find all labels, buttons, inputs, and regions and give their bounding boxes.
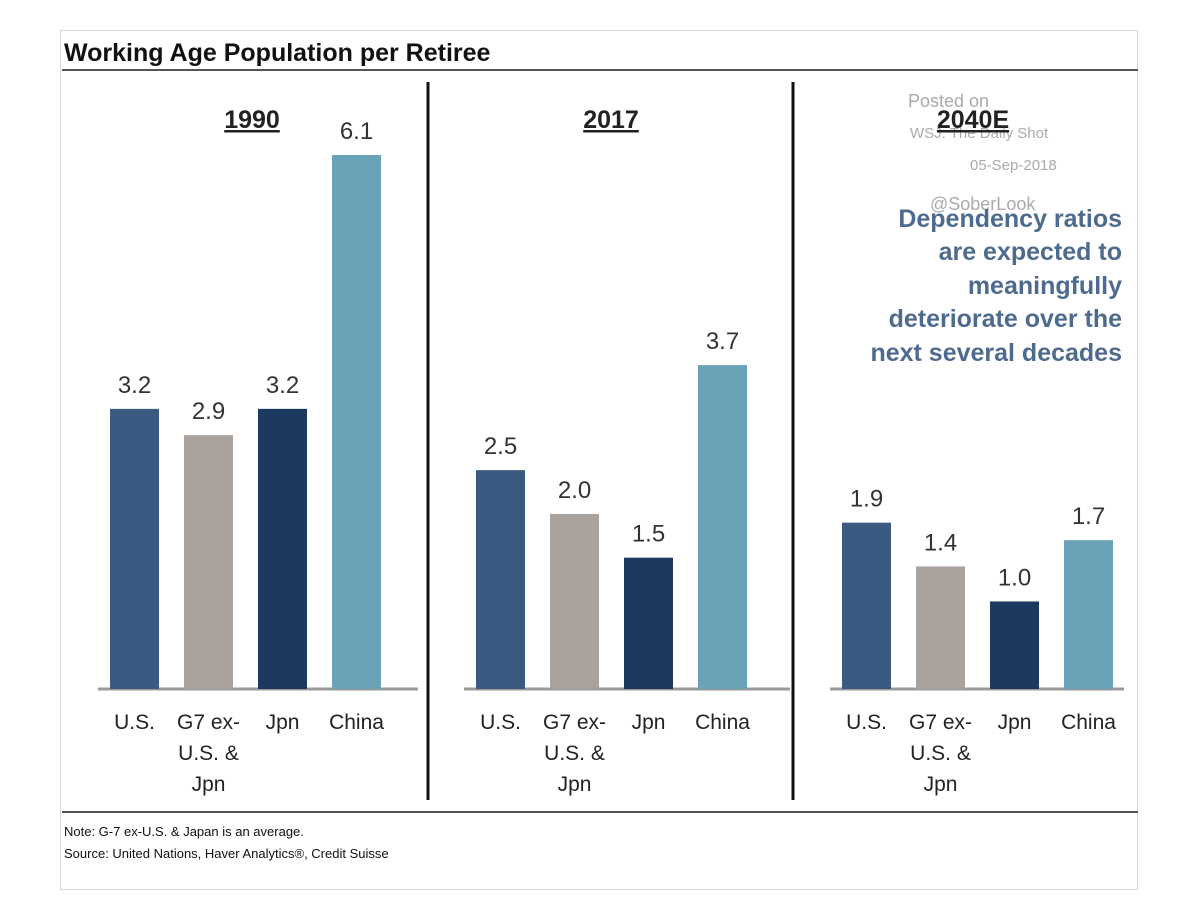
category-label: U.S. & [544,742,605,765]
category-label: Jpn [192,773,226,796]
category-label: U.S. & [910,742,971,765]
category-label: China [329,711,384,734]
category-label: G7 ex- [909,711,972,734]
annotation: Dependency ratios are expected to meanin… [870,205,1122,367]
category-label: G7 ex- [177,711,240,734]
period-label: 2017 [583,106,639,134]
category-label: Jpn [924,773,958,796]
watermark-line: WSJ: The Daily Shot [910,125,1049,142]
bar [1064,540,1113,689]
bar [184,435,233,689]
annotation-line: are expected to [939,238,1122,266]
bar [916,566,965,689]
annotation-line: next several decades [870,339,1122,367]
category-label: China [695,711,750,734]
category-label: Jpn [632,711,666,734]
data-label: 1.0 [998,564,1031,591]
category-label: Jpn [558,773,592,796]
category-label: U.S. & [178,742,239,765]
category-label: Jpn [998,711,1032,734]
bar [698,365,747,689]
footnote-source: Source: United Nations, Haver Analytics®… [64,846,389,861]
bar [258,408,307,689]
annotation-line: meaningfully [968,272,1122,300]
category-label: G7 ex- [543,711,606,734]
watermark-line: Posted on [908,91,989,111]
data-label: 6.1 [340,118,373,145]
bar [550,513,599,689]
panel-2017: 2017 2.5 U.S. 2.0 G7 ex- U.S. & Jpn 1.5 Jpn 3.7 Ch… [464,106,790,796]
watermark-line: @SoberLook [930,194,1036,214]
annotation-line: deteriorate over the [889,305,1123,333]
annotation-line: Dependency ratios [898,205,1122,233]
chart-frame [60,30,1138,890]
footnote-note: Note: G-7 ex-U.S. & Japan is an average. [64,824,304,839]
data-label: 1.4 [924,529,957,556]
category-label: Jpn [266,711,300,734]
data-label: 2.9 [192,398,225,425]
bar-panels: 1990 3.2 U.S. 2.9 G7 ex- U.S. & Jpn 3.2 Jpn 6.1 Ch… [98,106,1124,796]
bar [332,155,381,689]
period-label: 1990 [224,106,280,134]
category-label: China [1061,711,1116,734]
data-label: 1.9 [850,486,883,513]
category-label: U.S. [480,711,521,734]
bar [110,408,159,689]
watermark-line: 05-Sep-2018 [970,157,1057,174]
bar [476,470,525,689]
data-label: 1.7 [1072,503,1105,530]
bar [842,522,891,689]
data-label: 3.2 [266,372,299,399]
bar [624,557,673,689]
data-label: 2.0 [558,477,591,504]
period-label: 2040E [937,106,1009,134]
category-label: U.S. [846,711,887,734]
data-label: 2.5 [484,433,517,460]
category-label: U.S. [114,711,155,734]
watermark: Posted on WSJ: The Daily Shot 05-Sep-201… [908,91,1057,214]
data-label: 1.5 [632,521,665,548]
bar [990,601,1039,689]
panel-1990: 1990 3.2 U.S. 2.9 G7 ex- U.S. & Jpn 3.2 Jpn 6.1 Ch… [98,106,418,796]
data-label: 3.7 [706,328,739,355]
data-label: 3.2 [118,372,151,399]
panel-2040E: 2040E 1.9 U.S. 1.4 G7 ex- U.S. & Jpn 1.0 Jpn 1.7 C… [830,106,1124,796]
chart-title: Working Age Population per Retiree [64,39,491,67]
